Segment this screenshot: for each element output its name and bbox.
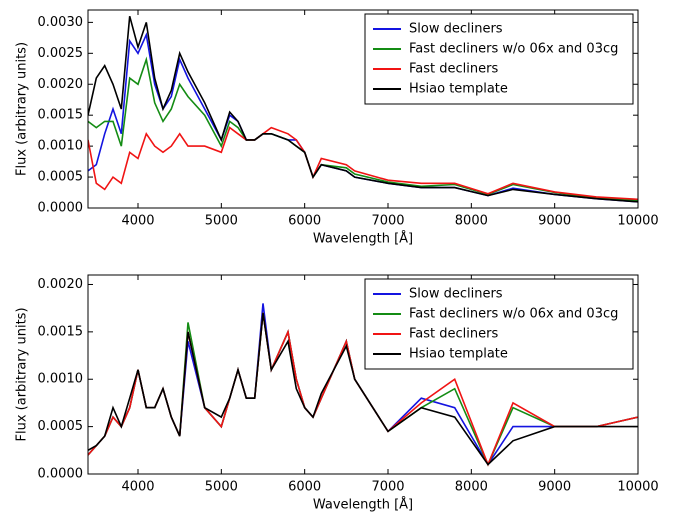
x-axis-label: Wavelength [Å] — [313, 231, 413, 247]
legend-label: Slow decliners — [409, 22, 503, 37]
x-tick-label: 8000 — [455, 214, 488, 229]
legend-label: Hsiao template — [409, 347, 508, 362]
x-tick-label: 9000 — [538, 480, 571, 495]
y-tick-label: 0.0020 — [38, 277, 84, 292]
y-axis-label: Flux (arbitrary units) — [15, 42, 30, 176]
x-tick-label: 6000 — [288, 214, 321, 229]
legend-label: Fast decliners w/o 06x and 03cg — [409, 42, 618, 57]
legend-label: Slow decliners — [409, 287, 503, 302]
y-tick-label: 0.0005 — [38, 419, 84, 434]
legend-label: Fast decliners w/o 06x and 03cg — [409, 307, 618, 322]
y-tick-label: 0.0010 — [38, 372, 84, 387]
x-tick-label: 7000 — [371, 480, 404, 495]
x-tick-label: 9000 — [538, 214, 571, 229]
y-tick-label: 0.0030 — [38, 15, 84, 30]
y-tick-label: 0.0015 — [38, 324, 84, 339]
legend-box — [364, 13, 634, 105]
legend-label: Fast decliners — [409, 62, 498, 77]
x-tick-label: 7000 — [371, 214, 404, 229]
plot-frame — [87, 9, 639, 209]
y-axis-label: Flux (arbitrary units) — [15, 307, 30, 441]
y-tick-label: 0.0000 — [38, 467, 84, 482]
plot-frame — [87, 274, 639, 475]
legend-label: Fast decliners — [409, 327, 498, 342]
legend-box — [364, 278, 634, 370]
x-tick-label: 8000 — [455, 480, 488, 495]
series-line — [88, 15, 638, 203]
x-tick-label: 10000 — [617, 480, 658, 495]
y-tick-label: 0.0015 — [38, 108, 84, 123]
y-tick-label: 0.0020 — [38, 77, 84, 92]
x-tick-label: 10000 — [617, 214, 658, 229]
x-tick-label: 4000 — [121, 214, 154, 229]
x-axis-label: Wavelength [Å] — [313, 497, 413, 513]
y-tick-label: 0.0000 — [38, 201, 84, 216]
x-tick-label: 4000 — [121, 480, 154, 495]
x-tick-label: 5000 — [205, 214, 238, 229]
series-line — [88, 312, 638, 466]
y-tick-label: 0.0005 — [38, 170, 84, 185]
x-tick-label: 5000 — [205, 480, 238, 495]
y-tick-label: 0.0025 — [38, 46, 84, 61]
x-tick-label: 6000 — [288, 480, 321, 495]
legend-label: Hsiao template — [409, 82, 508, 97]
y-tick-label: 0.0010 — [38, 139, 84, 154]
series-line — [88, 126, 638, 201]
